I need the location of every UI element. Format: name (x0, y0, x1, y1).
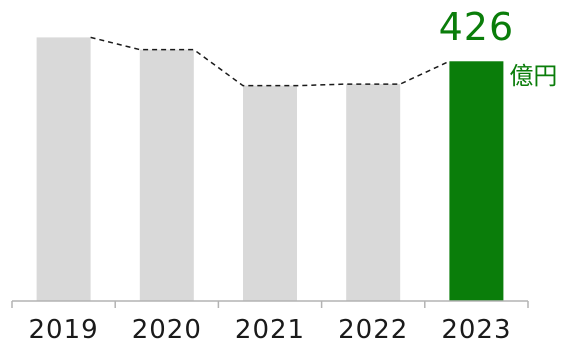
x-tick-label-2021: 2021 (235, 315, 305, 343)
bar-2019 (36, 37, 91, 301)
x-tick-label-2022: 2022 (338, 315, 408, 343)
bar-2023 (449, 61, 504, 302)
trend-line (90, 36, 450, 87)
x-tick-label-2020: 2020 (132, 315, 202, 343)
x-tick-label-2019: 2019 (29, 315, 99, 343)
x-axis-labels: 2019 2020 2021 2022 2023 (29, 315, 511, 343)
bar-2021 (243, 85, 297, 301)
bar-2020 (139, 49, 194, 301)
bar-2022 (346, 84, 401, 302)
x-axis-ticks (11, 301, 529, 308)
bars-group (36, 37, 504, 302)
x-tick-label-2023: 2023 (441, 315, 511, 343)
highlight-value-label: 426 (439, 5, 515, 49)
unit-label: 億円 (509, 62, 557, 90)
